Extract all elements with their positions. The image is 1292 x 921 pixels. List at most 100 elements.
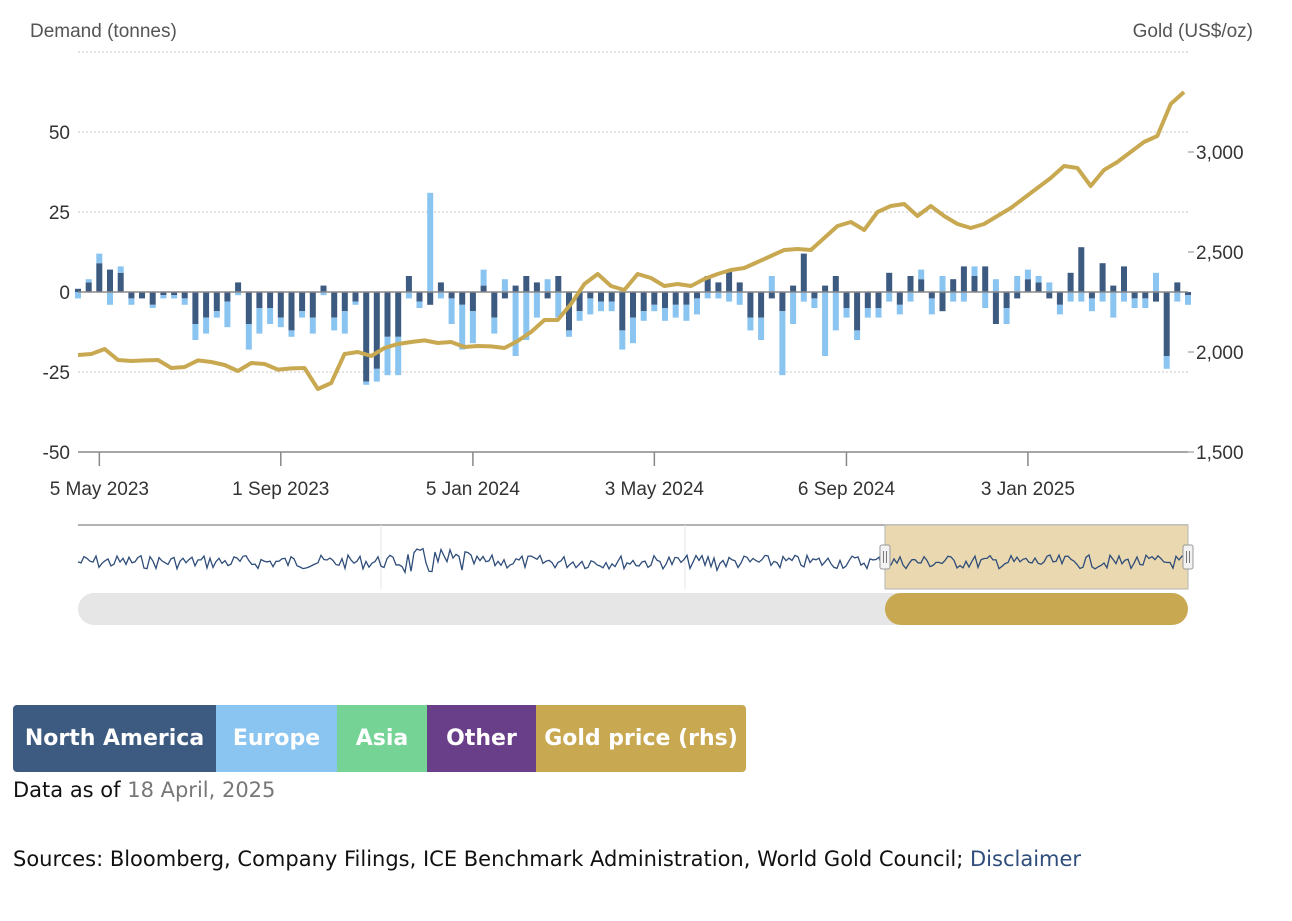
bar-europe[interactable] xyxy=(886,292,893,302)
bar-north-america[interactable] xyxy=(1078,247,1085,292)
legend-item-north-america[interactable]: North America xyxy=(13,705,216,772)
bar-europe[interactable] xyxy=(1078,292,1085,302)
bar-north-america[interactable] xyxy=(128,292,135,299)
bar-europe[interactable] xyxy=(939,276,946,292)
bar-north-america[interactable] xyxy=(1024,279,1031,292)
bar-north-america[interactable] xyxy=(1035,282,1042,292)
gold-price-line[interactable] xyxy=(77,90,1186,391)
bar-north-america[interactable] xyxy=(1121,266,1127,292)
bar-north-america[interactable] xyxy=(1142,292,1149,299)
bar-north-america[interactable] xyxy=(523,276,530,292)
bar-europe[interactable] xyxy=(427,192,434,292)
bar-north-america[interactable] xyxy=(512,285,519,292)
bar-europe[interactable] xyxy=(704,292,711,299)
bar-north-america[interactable] xyxy=(352,292,359,302)
bar-north-america[interactable] xyxy=(651,292,658,305)
bar-europe[interactable] xyxy=(309,317,316,334)
bar-europe[interactable] xyxy=(907,292,914,302)
bar-europe[interactable] xyxy=(341,311,348,334)
bar-north-america[interactable] xyxy=(181,292,188,299)
bar-europe[interactable] xyxy=(160,295,167,299)
bar-north-america[interactable] xyxy=(149,292,156,305)
bar-north-america[interactable] xyxy=(747,292,754,318)
bar-north-america[interactable] xyxy=(299,292,306,312)
bar-europe[interactable] xyxy=(843,308,850,318)
bar-north-america[interactable] xyxy=(117,272,124,292)
legend-item-other[interactable]: Other xyxy=(427,705,536,772)
bar-north-america[interactable] xyxy=(139,292,145,299)
bar-europe[interactable] xyxy=(1110,292,1117,318)
bar-north-america[interactable] xyxy=(1046,292,1053,299)
bar-north-america[interactable] xyxy=(608,292,615,302)
scrollbar-thumb[interactable] xyxy=(884,593,1188,625)
bar-europe[interactable] xyxy=(630,317,636,344)
bar-europe[interactable] xyxy=(320,292,327,296)
navigator-right-handle[interactable] xyxy=(1182,544,1194,570)
bar-north-america[interactable] xyxy=(1174,282,1181,292)
bar-north-america[interactable] xyxy=(619,292,626,331)
bar-north-america[interactable] xyxy=(384,292,391,337)
bar-europe[interactable] xyxy=(587,298,594,315)
bar-north-america[interactable] xyxy=(416,292,423,302)
bar-north-america[interactable] xyxy=(736,282,743,292)
bar-north-america[interactable] xyxy=(779,292,786,312)
bar-europe[interactable] xyxy=(1153,272,1159,292)
bar-north-america[interactable] xyxy=(373,292,380,369)
bar-north-america[interactable] xyxy=(918,279,925,292)
bar-europe[interactable] xyxy=(501,279,508,292)
bar-north-america[interactable] xyxy=(555,276,562,292)
bar-north-america[interactable] xyxy=(1131,292,1138,299)
bar-north-america[interactable] xyxy=(950,279,957,292)
bar-europe[interactable] xyxy=(128,298,135,305)
bar-europe[interactable] xyxy=(640,311,647,321)
bar-north-america[interactable] xyxy=(309,292,316,318)
bar-europe[interactable] xyxy=(459,304,466,350)
bar-north-america[interactable] xyxy=(1099,263,1106,292)
bar-north-america[interactable] xyxy=(533,282,540,292)
bar-north-america[interactable] xyxy=(491,292,498,318)
bar-europe[interactable] xyxy=(352,301,359,305)
bar-north-america[interactable] xyxy=(1153,292,1159,302)
bar-europe[interactable] xyxy=(533,292,540,318)
bar-europe[interactable] xyxy=(1088,298,1095,312)
bar-europe[interactable] xyxy=(811,298,818,308)
navigator[interactable] xyxy=(77,524,1194,625)
navigator-selected-window[interactable] xyxy=(884,524,1189,590)
bar-north-america[interactable] xyxy=(1163,292,1170,356)
bar-europe[interactable] xyxy=(715,292,722,299)
bar-europe[interactable] xyxy=(790,292,797,324)
bar-europe[interactable] xyxy=(1131,298,1138,308)
bar-north-america[interactable] xyxy=(832,276,839,292)
bar-north-america[interactable] xyxy=(235,282,242,292)
bar-europe[interactable] xyxy=(555,292,562,318)
bar-europe[interactable] xyxy=(245,324,252,350)
bar-europe[interactable] xyxy=(235,292,242,296)
bar-europe[interactable] xyxy=(256,308,263,334)
bar-north-america[interactable] xyxy=(427,292,434,305)
bar-north-america[interactable] xyxy=(107,269,113,292)
bar-europe[interactable] xyxy=(960,292,967,302)
bar-north-america[interactable] xyxy=(288,292,295,331)
bar-europe[interactable] xyxy=(117,266,124,273)
bar-north-america[interactable] xyxy=(822,285,829,292)
bar-north-america[interactable] xyxy=(683,292,690,305)
bar-north-america[interactable] xyxy=(1014,292,1021,299)
bar-north-america[interactable] xyxy=(224,292,231,302)
bar-north-america[interactable] xyxy=(469,292,476,312)
bars-group[interactable] xyxy=(75,192,1191,385)
bar-north-america[interactable] xyxy=(790,285,797,292)
bar-north-america[interactable] xyxy=(331,292,338,318)
bar-north-america[interactable] xyxy=(341,292,348,312)
bar-europe[interactable] xyxy=(85,279,92,283)
bar-europe[interactable] xyxy=(480,269,487,286)
bar-north-america[interactable] xyxy=(587,292,594,299)
legend-item-gold-price[interactable]: Gold price (rhs) xyxy=(536,705,746,772)
bar-north-america[interactable] xyxy=(192,292,199,324)
bar-europe[interactable] xyxy=(598,301,604,312)
bar-europe[interactable] xyxy=(758,317,765,340)
bar-north-america[interactable] xyxy=(267,292,274,308)
bar-north-america[interactable] xyxy=(726,269,733,292)
bar-europe[interactable] xyxy=(662,308,668,321)
bar-europe[interactable] xyxy=(971,266,978,276)
bar-north-america[interactable] xyxy=(203,292,210,318)
